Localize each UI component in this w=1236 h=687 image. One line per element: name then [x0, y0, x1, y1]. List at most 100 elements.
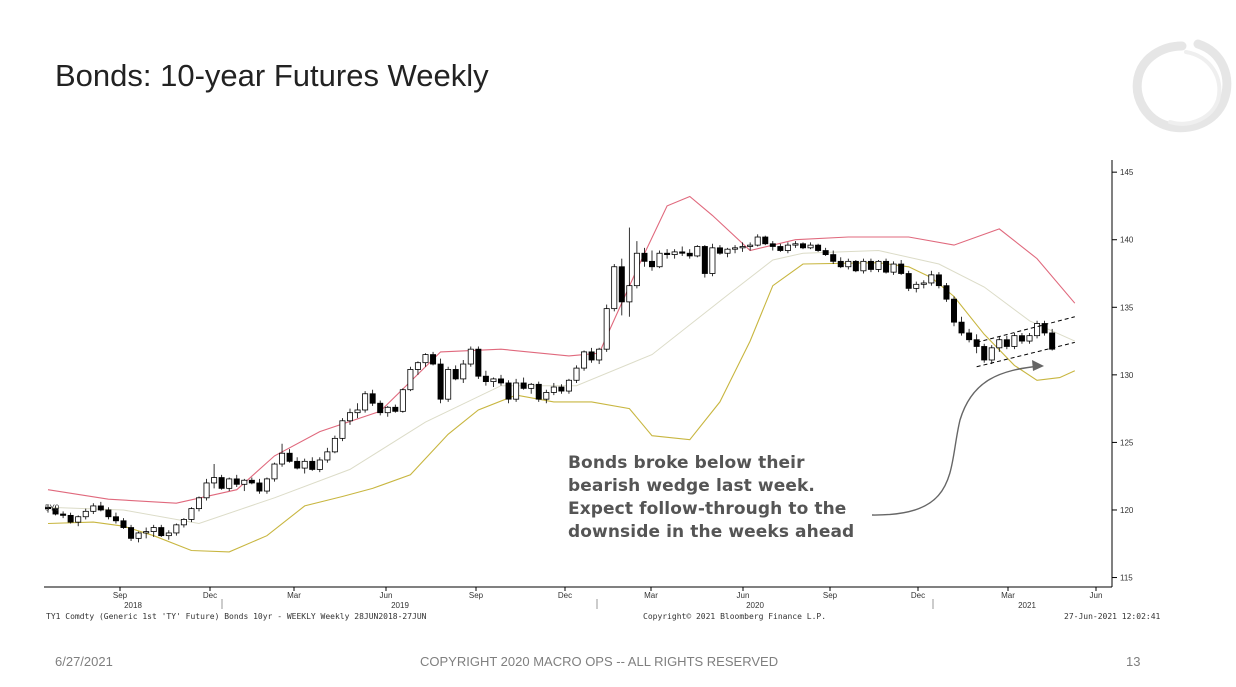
candle-body — [807, 244, 814, 249]
candle-body — [981, 346, 988, 361]
candle-body — [263, 478, 270, 492]
candle-body — [626, 285, 633, 303]
candle-body — [135, 532, 142, 539]
slide-title: Bonds: 10-year Futures Weekly — [55, 58, 489, 93]
candle-body — [422, 354, 429, 364]
candle-body — [475, 348, 482, 377]
x-tick-label: Dec — [558, 591, 572, 600]
candle-body — [611, 266, 618, 310]
x-tick-label: Mar — [1001, 591, 1015, 600]
y-tick-label: 125 — [1120, 438, 1134, 447]
annotation-arrow — [871, 365, 1041, 516]
middle-band-line — [47, 249, 1076, 525]
x-tick-label: Jun — [1090, 591, 1103, 600]
candle-body — [346, 412, 353, 422]
candle-body — [399, 389, 406, 412]
candle-body — [490, 378, 497, 383]
candle-body — [120, 520, 127, 528]
candle-body — [233, 478, 240, 485]
candle-body — [195, 497, 202, 510]
candle-body — [905, 273, 912, 289]
candle-body — [1018, 335, 1025, 342]
candle-body — [686, 252, 693, 257]
candle-body — [203, 482, 210, 499]
wedge-upper-line — [976, 316, 1075, 343]
candle-body — [256, 482, 263, 492]
candle-body — [543, 392, 550, 400]
x-tick-label: Jun — [380, 591, 393, 600]
candle-body — [973, 339, 980, 347]
candle-body — [913, 283, 920, 289]
candle-body — [430, 354, 437, 365]
candle-body — [105, 509, 112, 518]
candle-body — [452, 369, 459, 380]
x-year-label: 2021 — [1018, 601, 1036, 610]
candle-body — [97, 505, 104, 511]
candle-body — [392, 406, 399, 412]
candle-body — [294, 460, 301, 469]
candle-body — [211, 477, 218, 484]
candle-body — [709, 247, 716, 274]
candle-body — [316, 459, 323, 470]
wedge-lower-line — [976, 341, 1075, 368]
candle-body — [837, 260, 844, 268]
candle-body — [694, 246, 701, 257]
footer-copyright: COPYRIGHT 2020 MACRO OPS -- ALL RIGHTS R… — [420, 654, 779, 669]
candle-body — [279, 452, 286, 465]
candle-body — [1003, 339, 1010, 347]
candle-body — [732, 247, 739, 250]
candle-body — [573, 367, 580, 381]
candle-body — [1034, 323, 1041, 337]
candle-body — [671, 251, 678, 255]
candle-body — [445, 369, 452, 400]
x-year-label: 2018 — [124, 601, 142, 610]
copyright-bloomberg: Copyright© 2021 Bloomberg Finance L.P. — [643, 612, 827, 621]
candle-body — [324, 451, 331, 461]
candle-body — [520, 382, 527, 389]
candle-body — [528, 383, 535, 389]
candle-body — [1049, 332, 1056, 350]
candle-body — [505, 382, 512, 400]
candle-body — [958, 321, 965, 334]
x-year-label: 2019 — [391, 601, 409, 610]
x-tick-label: Sep — [469, 591, 484, 600]
candle-body — [1026, 335, 1033, 342]
candle-body — [180, 519, 187, 526]
y-tick-label: 130 — [1120, 371, 1134, 380]
candle-body — [875, 260, 882, 270]
candle-body — [67, 514, 74, 523]
candle-body — [309, 460, 316, 470]
candle-body — [165, 532, 172, 537]
candle-body — [271, 463, 278, 480]
candle-body — [943, 285, 950, 300]
x-tick-label: Sep — [823, 591, 838, 600]
candle-body — [641, 252, 648, 262]
candle-body — [52, 508, 59, 515]
plot-area: 115 120 125 130 135 140 145 Sep Dec Mar Jun Sep Dec M… — [44, 160, 1134, 610]
candle-body — [966, 332, 973, 341]
candle-body — [701, 246, 708, 274]
candle-body — [883, 260, 890, 273]
candle-body — [248, 479, 255, 484]
x-tick-label: Mar — [644, 591, 658, 600]
candle-body — [664, 252, 671, 255]
source-label: TY1 Comdty (Generic 1st 'TY' Future) Bon… — [46, 612, 427, 621]
candle-body — [792, 243, 799, 246]
candle-body — [90, 505, 97, 512]
candle-body — [596, 348, 603, 361]
page-number: 13 — [1126, 654, 1141, 669]
candle-body — [784, 244, 791, 251]
candle-body — [860, 260, 867, 272]
candle-body — [845, 260, 852, 268]
candle-body — [935, 274, 942, 287]
candle-body — [301, 460, 308, 469]
candle-body — [716, 247, 723, 254]
candle-body — [75, 516, 82, 523]
circle-brush-logo-icon — [1132, 39, 1232, 133]
candle-body — [769, 243, 776, 247]
candle-body — [1041, 323, 1048, 334]
candle-body — [898, 263, 905, 274]
candle-body — [754, 236, 761, 246]
candle-body — [777, 246, 784, 251]
